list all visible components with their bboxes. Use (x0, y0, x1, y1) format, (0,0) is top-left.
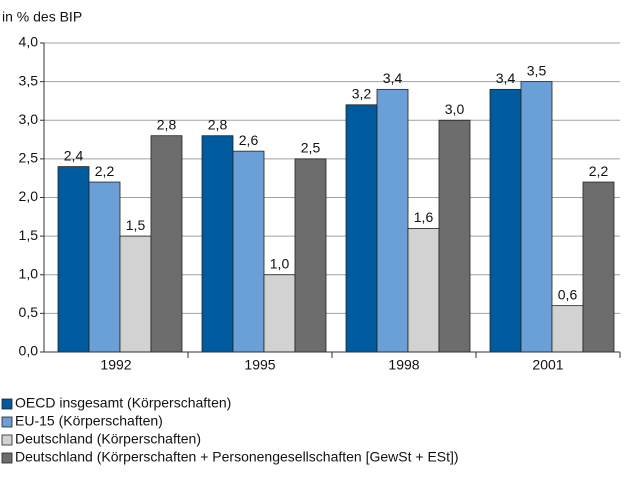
bar (345, 104, 378, 353)
y-axis-label: in % des BIP (2, 9, 82, 25)
bar (551, 305, 584, 353)
bar (407, 227, 440, 353)
y-tick-label: 2,5 (19, 150, 39, 166)
bar (520, 81, 553, 353)
legend-swatch (1, 452, 13, 464)
value-label: 3,0 (445, 101, 465, 117)
x-tick-label: 1995 (244, 357, 275, 373)
value-label: 2,8 (157, 116, 177, 132)
bar (438, 119, 471, 353)
bar (232, 150, 265, 353)
bar (582, 181, 615, 353)
y-tick-label: 1,5 (19, 227, 39, 243)
value-label: 1,6 (414, 209, 434, 225)
y-tick-label: 0,5 (19, 304, 39, 320)
bar (57, 166, 90, 353)
y-tick-label: 3,5 (19, 72, 39, 88)
legend-label: OECD insgesamt (Körperschaften) (15, 395, 231, 411)
value-label: 2,2 (589, 163, 609, 179)
value-label: 2,8 (208, 116, 228, 132)
value-label: 2,2 (95, 163, 115, 179)
x-tick-label: 1998 (388, 357, 419, 373)
x-tick-label: 2001 (532, 357, 563, 373)
value-label: 3,4 (496, 70, 516, 86)
value-label: 1,5 (126, 217, 146, 233)
value-label: 3,4 (383, 70, 403, 86)
value-label: 2,6 (239, 132, 259, 148)
y-tick-label: 0,0 (19, 343, 39, 359)
bar (119, 235, 152, 353)
legend-label: EU-15 (Körperschaften) (15, 413, 163, 429)
value-label: 2,4 (64, 147, 84, 163)
bar (150, 135, 183, 353)
bar (88, 181, 121, 353)
y-tick-label: 4,0 (19, 34, 39, 50)
value-label: 3,5 (527, 62, 547, 78)
bar (201, 135, 234, 353)
value-label: 2,5 (301, 140, 321, 156)
legend-label: Deutschland (Körperschaften + Personenge… (15, 449, 459, 465)
y-tick-label: 1,0 (19, 265, 39, 281)
legend-label: Deutschland (Körperschaften) (15, 431, 201, 447)
x-tick-label: 1992 (100, 357, 131, 373)
value-label: 1,0 (270, 255, 290, 271)
y-tick-label: 3,0 (19, 111, 39, 127)
legend-swatch (1, 416, 13, 428)
y-tick-label: 2,0 (19, 188, 39, 204)
value-label: 0,6 (558, 286, 578, 302)
bar (263, 274, 296, 353)
legend-swatch (1, 434, 13, 446)
value-label: 3,2 (352, 86, 372, 102)
bar (489, 88, 522, 353)
legend-swatch (1, 398, 13, 410)
bar (294, 158, 327, 353)
bar (376, 88, 409, 353)
